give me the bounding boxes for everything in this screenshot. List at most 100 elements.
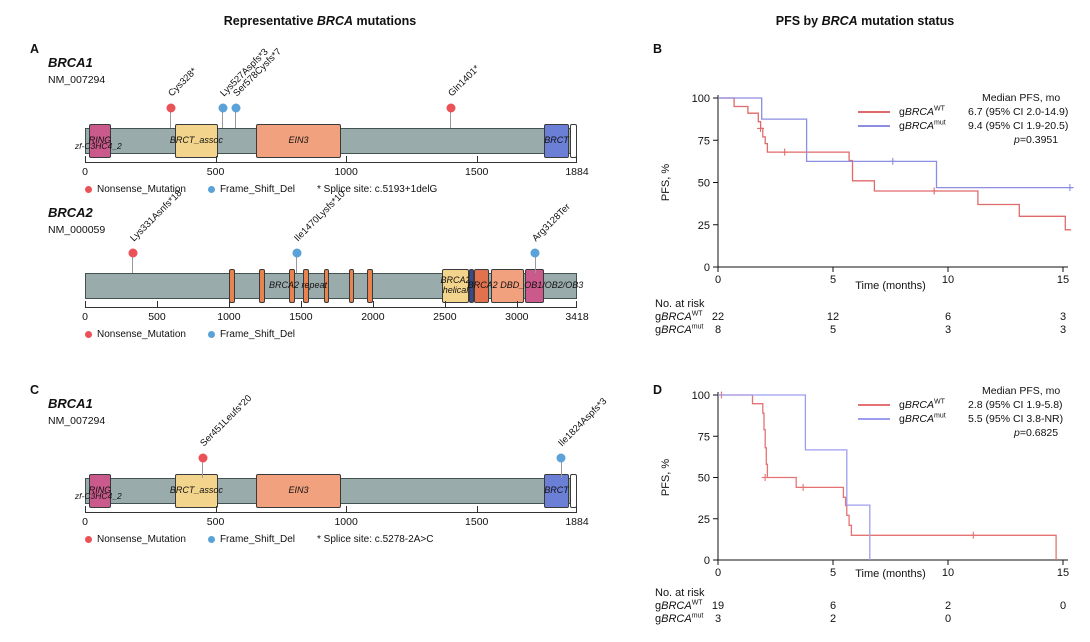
series-name-part: g [899, 120, 905, 132]
series-name-part: WT [691, 310, 703, 318]
axis-tick [215, 156, 217, 162]
mutation-label: Gln1401* [446, 63, 482, 99]
mutation-label: Cys328* [165, 65, 200, 99]
km-series-name: gBRCAmut [899, 119, 961, 133]
y-tick-label: 100 [692, 93, 710, 105]
risk-count: 3 [944, 324, 952, 336]
axis-tick [444, 301, 446, 307]
risk-row-label: gBRCAWT [655, 599, 703, 612]
mutation-dot [128, 248, 138, 258]
mutation-stem [235, 108, 237, 128]
km-series-name: gBRCAWT [899, 399, 961, 412]
legend-item: Nonsense_Mutation [85, 534, 186, 545]
km-curve-mut [718, 394, 871, 560]
legend-label: Frame_Shift_Del [219, 329, 295, 340]
mutation-type-legend: Nonsense_Mutation Frame_Shift_Del [85, 329, 295, 340]
legend-item: Frame_Shift_Del [207, 184, 295, 195]
y-tick-label: 75 [698, 135, 710, 147]
axis-tick [576, 156, 577, 162]
gene-title-brca1-c: BRCA1 [48, 396, 93, 411]
series-name-part: g [655, 600, 662, 612]
mutation-dot [166, 103, 176, 113]
aa-axis [85, 512, 577, 513]
axis-tick [215, 506, 217, 512]
series-name-part: g [655, 311, 662, 323]
series-name-part: BRCA [904, 120, 935, 132]
mutation-stem [296, 253, 298, 273]
legend-label: Frame_Shift_Del [219, 534, 295, 545]
km-median-value: 6.7 (95% CI 2.0-14.9) [968, 106, 1069, 118]
series-name-part: WT [691, 599, 703, 607]
legend-item: Frame_Shift_Del [207, 329, 295, 340]
risk-row-label: gBRCAmut [655, 323, 703, 336]
bar-inline-label: BRCA2 DBD_OB1/OB2/OB3 [467, 280, 584, 290]
risk-count: 19 [711, 600, 725, 612]
left-figure-title: Representative BRCA mutations [0, 14, 640, 28]
p-value: p=0.6825 [968, 427, 1063, 439]
x-tick-label: 10 [942, 274, 954, 286]
series-name-part: BRCA [904, 106, 935, 118]
axis-tick-label: 1000 [334, 166, 358, 178]
risk-count: 22 [711, 311, 725, 323]
km-legend-swatch-WT [858, 404, 890, 406]
km-legend-swatch-mut [858, 125, 890, 127]
domain-label: BRCT [544, 135, 569, 146]
series-name-part: mut [934, 119, 946, 127]
domain-label: BRCT_assoc [169, 135, 223, 146]
axis-tick [156, 301, 158, 307]
domain-box [348, 269, 355, 303]
x-tick-label: 5 [830, 274, 836, 286]
title-text-run: Representative [223, 14, 317, 28]
legend-dot-icon [207, 331, 215, 338]
axis-tick-label: 1884 [565, 516, 589, 528]
series-name-part: g [655, 324, 662, 336]
x-tick-label: 0 [715, 274, 721, 286]
legend-item: Nonsense_Mutation [85, 184, 186, 195]
risk-count: 8 [714, 324, 722, 336]
domain-box-brct: BRCT [543, 474, 570, 508]
mutation-stem [450, 108, 452, 128]
panel-label-c: C [30, 383, 40, 397]
domain-sublabel: helical [442, 285, 469, 295]
gene-title-brca1-a: BRCA1 [48, 55, 93, 70]
y-tick-label: 0 [704, 555, 710, 567]
x-tick-label: 15 [1057, 274, 1069, 286]
axis-tick [228, 301, 230, 307]
x-tick-label: 5 [830, 567, 836, 579]
domain-box-brct: BRCT [543, 124, 570, 158]
axis-tick-label: 1500 [465, 516, 489, 528]
y-tick-label: 25 [698, 514, 710, 526]
legend-label: Nonsense_Mutation [97, 329, 186, 340]
series-name-part: g [899, 106, 905, 118]
domain-label: EIN3 [288, 485, 309, 496]
km-curve-WT [718, 97, 1072, 231]
axis-tick-label: 0 [82, 311, 88, 323]
risk-count: 3 [1059, 324, 1067, 336]
panel-label-b: B [653, 42, 663, 56]
axis-tick-label: 1000 [217, 311, 241, 323]
risk-count: 2 [944, 600, 952, 612]
series-name-part: mut [691, 612, 704, 620]
title-text-run: BRCA [821, 14, 858, 28]
mutation-type-legend: Nonsense_Mutation Frame_Shift_Del * Splice… [85, 184, 437, 195]
y-tick-label: 25 [698, 220, 710, 232]
y-tick-label: 100 [692, 390, 710, 402]
mutation-type-legend: Nonsense_Mutation Frame_Shift_Del * Splice… [85, 534, 433, 545]
axis-tick [576, 301, 577, 307]
panel-label-d: D [653, 383, 663, 397]
axis-tick [85, 156, 86, 162]
transcript-id-brca2-a: NM_000059 [48, 224, 106, 236]
risk-count: 5 [829, 324, 837, 336]
domain-box-ein3: EIN3 [256, 474, 341, 508]
axis-tick [346, 156, 348, 162]
domain-box-ring: RING [89, 474, 111, 508]
title-text-run: mutations [353, 14, 417, 28]
domain-box [303, 269, 309, 303]
risk-count: 3 [714, 613, 722, 625]
domain-box-brca2: BRCA2 helical [440, 269, 471, 303]
p-value-text: =0.6825 [1019, 427, 1059, 439]
axis-tick [85, 506, 86, 512]
domain-box [490, 269, 525, 303]
series-name-part: BRCA [661, 311, 692, 323]
mutation-label: Ile1824Aspfs*3 [556, 396, 610, 449]
